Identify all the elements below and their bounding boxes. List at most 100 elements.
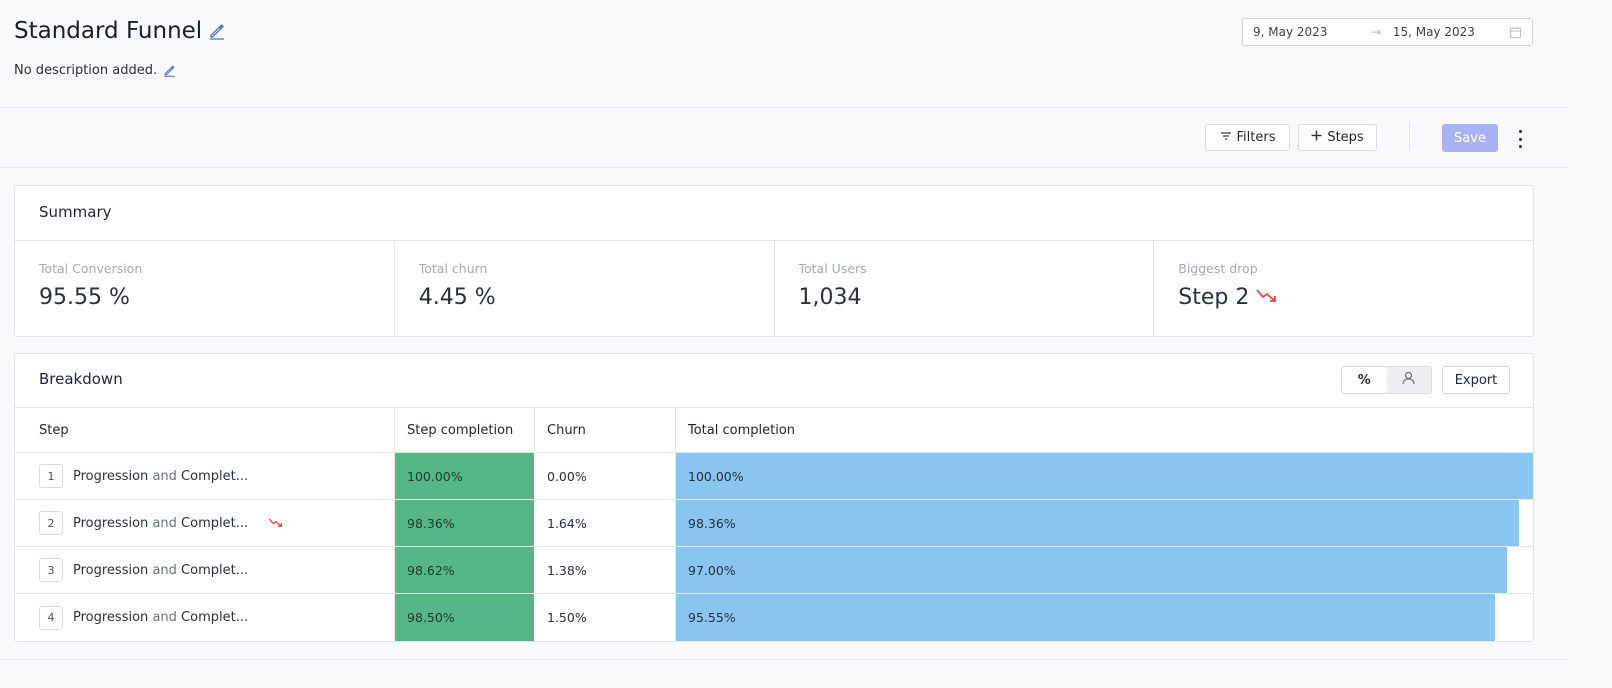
step-name: Progression and Complet...: [73, 516, 248, 531]
churn-cell: 0.00%: [535, 453, 676, 499]
page-header: Standard Funnel No description added. 9,…: [0, 0, 1568, 108]
total-completion-value: 95.55%: [688, 610, 736, 625]
total-completion-bar: [676, 547, 1508, 593]
step-completion-cell: 98.36%: [395, 500, 535, 546]
total-completion-cell: 100.00%: [676, 453, 1533, 499]
summary-card: Summary Total Conversion 95.55 % Total c…: [14, 185, 1534, 337]
step-and: and: [152, 562, 177, 578]
table-header: Step Step completion Churn Total complet…: [15, 407, 1533, 453]
kebab-icon[interactable]: [1512, 130, 1528, 148]
step-event-a: Progression: [73, 515, 149, 531]
churn-cell: 1.38%: [535, 547, 676, 593]
steps-label: Steps: [1327, 130, 1364, 145]
user-icon: [1402, 371, 1415, 389]
total-completion-value: 98.36%: [688, 515, 736, 531]
view-toggle[interactable]: %: [1341, 366, 1432, 394]
filter-icon: [1220, 130, 1232, 145]
description-row: No description added.: [14, 63, 176, 78]
date-end[interactable]: 15, May 2023: [1392, 25, 1475, 39]
edit-title-pencil-icon[interactable]: [208, 22, 226, 40]
column-header-churn: Churn: [535, 408, 676, 452]
edit-description-pencil-icon[interactable]: [163, 64, 176, 77]
metric-total-conversion: Total Conversion 95.55 %: [15, 241, 395, 337]
step-name: Progression and Complet...: [73, 469, 248, 484]
summary-title: Summary: [39, 203, 112, 221]
step-event-b: Complet...: [181, 468, 249, 484]
metric-value: 4.45 %: [418, 285, 496, 310]
step-event-b: Complet...: [181, 562, 249, 578]
trend-down-icon: [1255, 285, 1279, 310]
step-name: Progression and Complet...: [73, 610, 248, 625]
total-completion-bar: [676, 453, 1533, 499]
column-header-step: Step: [15, 408, 395, 452]
metric-label: Total Users: [798, 261, 867, 276]
table-row[interactable]: 4 Progression and Complet... 98.50% 1.50% 95…: [15, 594, 1533, 641]
total-completion-value: 97.00%: [688, 562, 736, 578]
step-event-a: Progression: [73, 610, 149, 625]
step-event-a: Progression: [73, 468, 149, 484]
column-header-total-completion: Total completion: [688, 422, 796, 438]
page-title: Standard Funnel: [14, 18, 203, 44]
save-button[interactable]: Save: [1442, 124, 1498, 152]
step-number: 2: [39, 511, 63, 535]
step-event-b: Complet...: [181, 515, 249, 531]
breakdown-card: Breakdown % Export Step Step completion …: [14, 353, 1534, 642]
step-completion-cell: 98.50%: [395, 594, 535, 641]
breakdown-title: Breakdown: [39, 370, 123, 388]
total-completion-bar: [676, 500, 1519, 546]
add-steps-button[interactable]: Steps: [1298, 124, 1377, 151]
page-divider: [0, 659, 1568, 660]
summary-metrics: Total Conversion 95.55 % Total churn 4.4…: [15, 240, 1533, 337]
step-number: 1: [39, 464, 63, 488]
filters-button[interactable]: Filters: [1205, 124, 1290, 151]
column-header-step-completion: Step completion: [395, 408, 535, 452]
toolbar-divider: [1409, 122, 1410, 150]
step-and: and: [152, 610, 177, 625]
step-cell[interactable]: 2 Progression and Complet...: [15, 500, 395, 546]
percent-icon: %: [1357, 372, 1371, 388]
step-event-b: Complet...: [181, 610, 249, 625]
step-completion-cell: 98.62%: [395, 547, 535, 593]
table-body: 1 Progression and Complet... 100.00% 0.00% 1…: [15, 453, 1533, 641]
step-number: 3: [39, 558, 63, 582]
total-completion-value: 100.00%: [688, 468, 744, 484]
total-completion-cell: 98.36%: [676, 500, 1533, 546]
churn-cell: 1.50%: [535, 594, 676, 641]
export-button[interactable]: Export: [1442, 366, 1510, 394]
total-completion-cell: 95.55%: [676, 594, 1533, 641]
page-description: No description added.: [14, 63, 158, 78]
date-arrow: →: [1371, 25, 1382, 39]
metric-value: Step 2: [1178, 285, 1250, 310]
breakdown-table: Step Step completion Churn Total complet…: [15, 407, 1533, 641]
table-row[interactable]: 1 Progression and Complet... 100.00% 0.00% 1…: [15, 453, 1533, 500]
step-cell[interactable]: 4 Progression and Complet...: [15, 594, 395, 641]
percent-view-button[interactable]: %: [1342, 367, 1387, 393]
metric-label: Biggest drop: [1178, 261, 1258, 276]
churn-cell: 1.64%: [535, 500, 676, 546]
table-row[interactable]: 2 Progression and Complet... 98.36% 1.64% 98…: [15, 500, 1533, 547]
step-and: and: [152, 515, 177, 531]
calendar-icon[interactable]: [1509, 26, 1522, 39]
filters-label: Filters: [1236, 130, 1276, 145]
date-range-picker[interactable]: 9, May 2023 → 15, May 2023: [1242, 18, 1533, 46]
step-number: 4: [39, 605, 63, 630]
trend-down-icon: [268, 517, 284, 529]
users-view-button[interactable]: [1387, 367, 1432, 393]
total-completion-cell: 97.00%: [676, 547, 1533, 593]
metric-value: 95.55 %: [39, 285, 130, 310]
table-row[interactable]: 3 Progression and Complet... 98.62% 1.38% 97…: [15, 547, 1533, 594]
step-completion-cell: 100.00%: [395, 453, 535, 499]
step-event-a: Progression: [73, 562, 149, 578]
metric-total-users: Total Users 1,034: [775, 241, 1155, 337]
metric-label: Total churn: [418, 261, 488, 276]
metric-biggest-drop: Biggest drop Step 2: [1154, 241, 1533, 337]
metric-value-row: Step 2: [1178, 285, 1279, 310]
page-title-row: Standard Funnel: [14, 18, 226, 44]
date-start[interactable]: 9, May 2023: [1253, 25, 1328, 39]
metric-value: 1,034: [798, 285, 862, 310]
step-name: Progression and Complet...: [73, 563, 248, 578]
step-cell[interactable]: 1 Progression and Complet...: [15, 453, 395, 499]
plus-icon: [1311, 130, 1322, 145]
step-cell[interactable]: 3 Progression and Complet...: [15, 547, 395, 593]
toolbar: Filters Steps Save: [0, 108, 1568, 168]
